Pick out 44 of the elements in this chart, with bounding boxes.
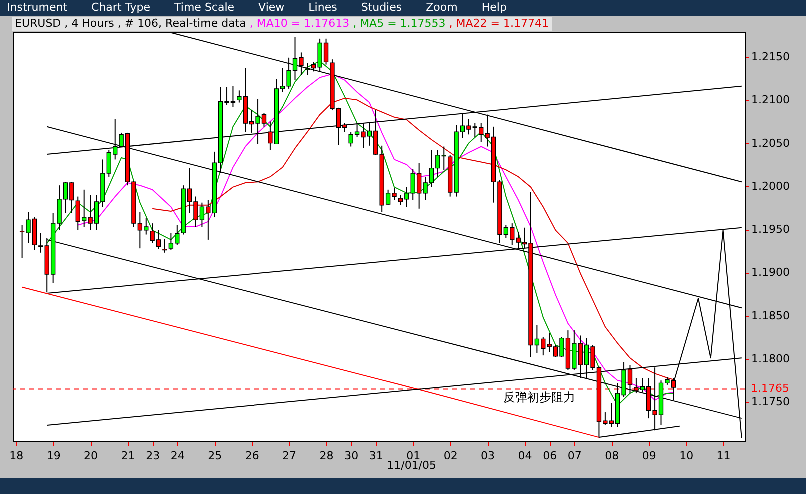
x-tick-label: 10 (680, 450, 694, 462)
text: Zoom (426, 1, 458, 14)
text: Instrument (7, 1, 68, 14)
text: Chart Type (92, 1, 151, 14)
x-tick-label: 23 (146, 450, 160, 462)
x-tick-label: 27 (282, 450, 297, 462)
x-tick-label: 06 (543, 450, 558, 462)
x-tick-label: 04 (518, 450, 532, 462)
x-tick-label: 18 (10, 450, 24, 462)
x-tick-label: 21 (121, 450, 136, 462)
ref-line-label: 1.1765 (751, 382, 790, 396)
x-tick-label: 25 (208, 450, 222, 462)
x-tick-label: 11 (716, 450, 731, 462)
y-tick-label: 1.1900 (752, 266, 790, 280)
x-tick-label: 09 (642, 450, 656, 462)
text: Help (482, 1, 507, 14)
x-tick-label: 08 (605, 450, 620, 462)
text: Time Scale (174, 1, 235, 14)
y-tick-label: 1.1850 (752, 309, 790, 322)
x-tick-label: 20 (84, 450, 98, 462)
y-tick-label: 1.2100 (752, 94, 790, 107)
x-tick-label: 07 (568, 450, 582, 462)
text: , MA5 = 1.17553 (352, 17, 446, 30)
y-tick-label: 1.1750 (752, 396, 790, 409)
annotation: 反弹初步阻力 (504, 390, 576, 405)
text: Studies (361, 1, 402, 14)
x-tick-label: 03 (481, 450, 496, 462)
x-tick-label: 24 (170, 450, 185, 462)
y-tick-label: 1.2050 (752, 136, 790, 150)
x-tick-label: 19 (46, 450, 61, 462)
chart-title: EURUSD , 4 Hours , # 106, Real-time data (15, 17, 246, 30)
x-tick-label: 26 (245, 450, 260, 462)
x-tick-label: 31 (369, 450, 384, 462)
y-tick-label: 1.1950 (752, 223, 790, 236)
text: View (258, 1, 285, 14)
x-tick-label: 28 (320, 450, 334, 462)
x-tick-label: 30 (344, 450, 359, 462)
text: Lines (308, 1, 338, 14)
y-tick-label: 1.2150 (752, 50, 790, 64)
text: , MA22 = 1.17741 (448, 17, 549, 30)
x-tick-label: 02 (444, 450, 458, 462)
text: , MA10 = 1.17613 (248, 17, 350, 30)
y-tick-label: 1.2000 (752, 180, 790, 193)
y-tick-label: 1.1800 (752, 352, 790, 366)
